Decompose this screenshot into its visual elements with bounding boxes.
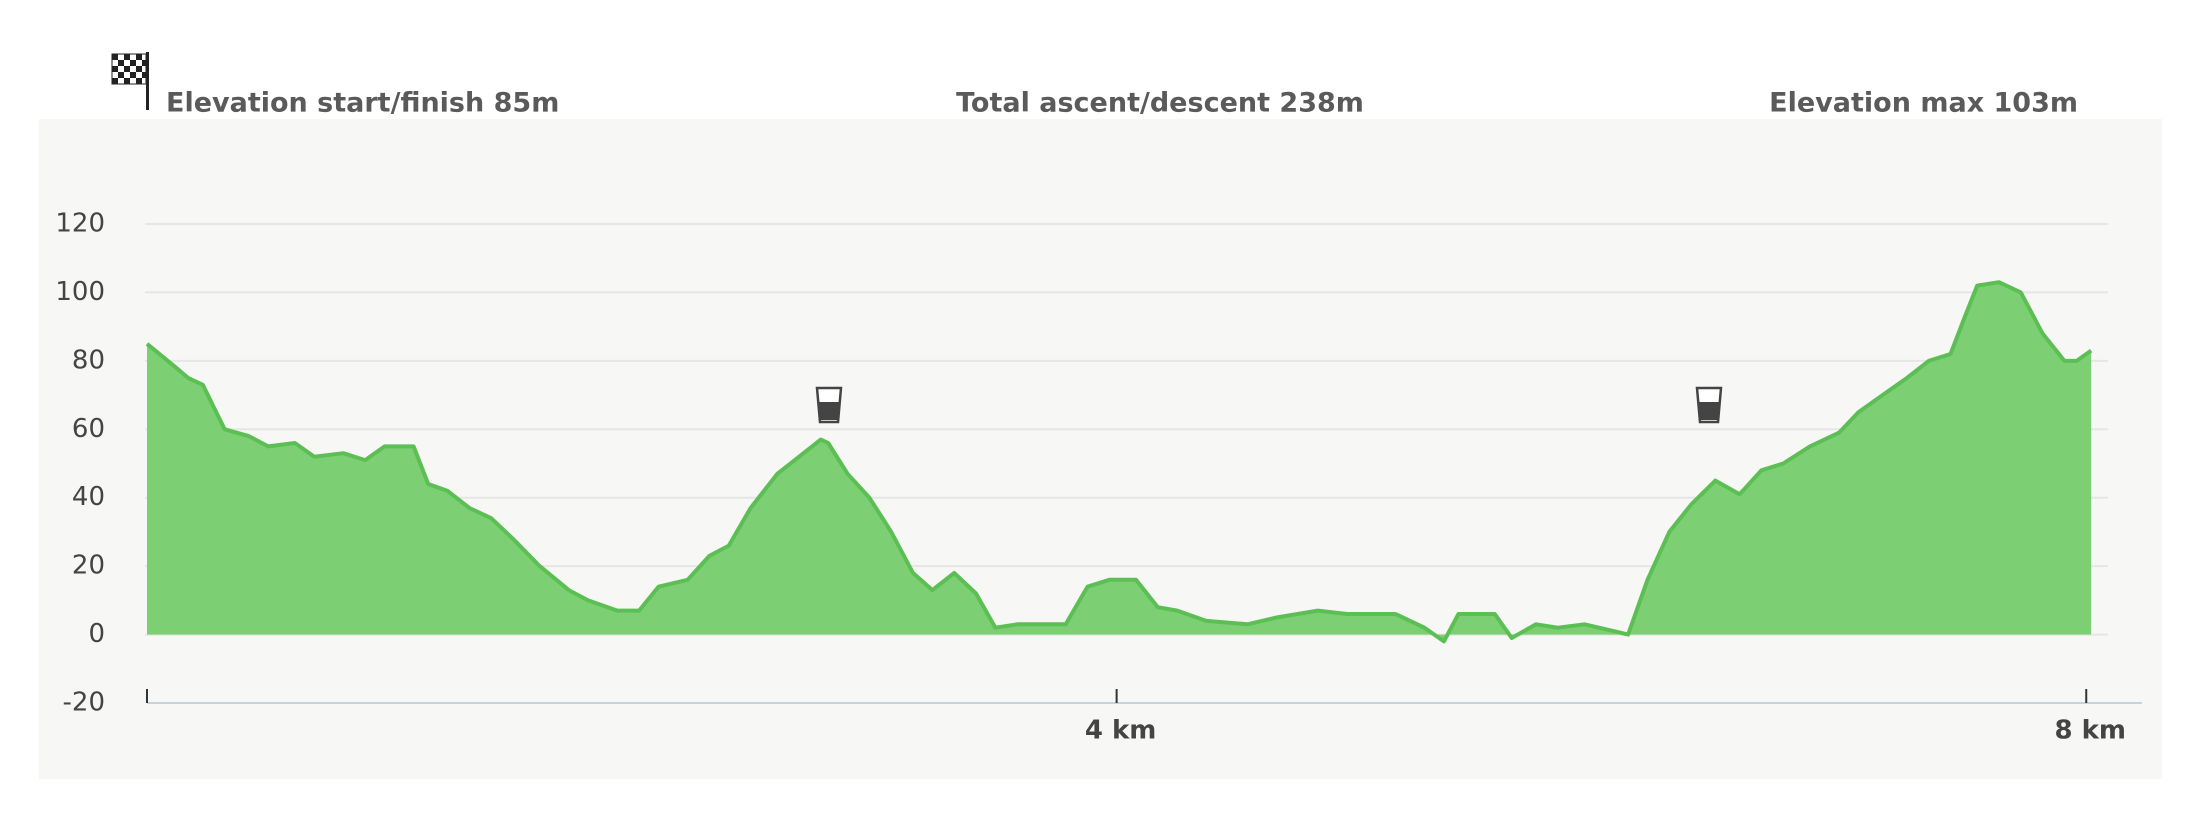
x-tick-label: 4 km — [1085, 716, 1157, 746]
header-ascent: Total ascent/descent 238m — [956, 88, 1364, 119]
y-tick-label: 0 — [88, 619, 105, 649]
water-icon — [815, 386, 843, 424]
y-tick-label: 100 — [55, 277, 105, 307]
elevation-area — [147, 282, 2092, 642]
y-tick-label: 20 — [72, 551, 105, 581]
header-start-finish: Elevation start/finish 85m — [166, 88, 559, 119]
header-max: Elevation max 103m — [1769, 88, 2078, 119]
finish-flag — [111, 52, 149, 110]
y-tick-label: 60 — [72, 414, 105, 444]
y-tick-label: 120 — [55, 209, 105, 239]
axes: -20 0 20 40 60 80 100 120 4 km 8 km — [55, 209, 2142, 746]
y-tick-label: 40 — [72, 482, 105, 512]
elevation-line — [145, 280, 2093, 644]
marks — [145, 280, 2093, 644]
water-icon — [1695, 386, 1723, 424]
y-tick-label: -20 — [63, 688, 105, 718]
y-tick-label: 80 — [72, 345, 105, 375]
x-tick-label: 8 km — [2054, 716, 2126, 746]
